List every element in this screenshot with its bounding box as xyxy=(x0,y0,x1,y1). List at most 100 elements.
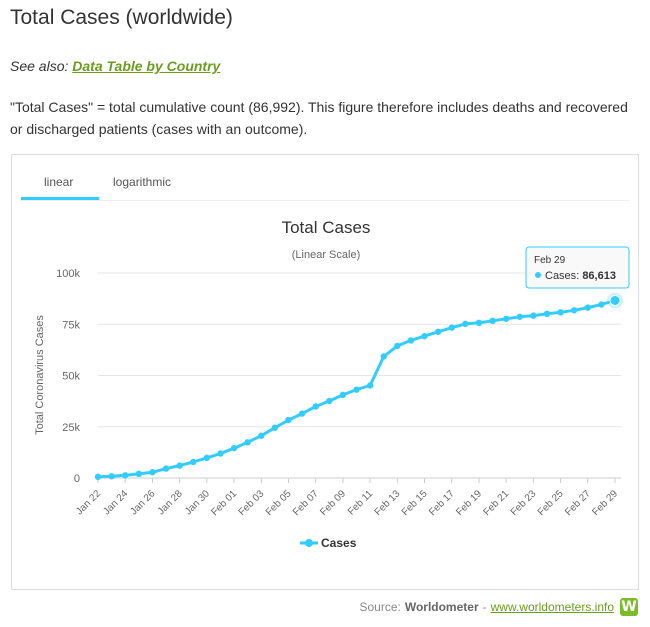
y-tick-label: 100k xyxy=(56,268,80,280)
x-tick-label: Feb 23 xyxy=(509,488,539,518)
data-point[interactable] xyxy=(162,465,170,472)
data-point[interactable] xyxy=(462,320,469,328)
active-tab-indicator xyxy=(21,197,99,200)
y-axis-label: Total Coronavirus Cases xyxy=(34,315,46,435)
legend[interactable]: Cases xyxy=(300,536,357,550)
data-point[interactable] xyxy=(312,403,319,410)
data-point[interactable] xyxy=(570,307,578,314)
source-credit: Source: Worldometer - www.worldometers.i… xyxy=(359,598,638,616)
data-point[interactable] xyxy=(298,410,306,417)
chart-title: Total Cases xyxy=(282,218,371,237)
x-tick-label: Jan 30 xyxy=(183,488,212,517)
tooltip-marker xyxy=(535,272,541,278)
y-tick-label: 75k xyxy=(62,319,80,331)
data-point[interactable] xyxy=(271,424,279,431)
x-tick-label: Jan 24 xyxy=(101,488,130,517)
x-tick-label: Jan 28 xyxy=(156,488,185,517)
chart-subtitle: (Linear Scale) xyxy=(292,249,360,261)
data-point[interactable] xyxy=(285,416,292,424)
data-point[interactable] xyxy=(543,310,551,318)
x-tick-label: Feb 13 xyxy=(373,488,403,518)
x-tick-label: Feb 19 xyxy=(454,488,484,518)
chart-container: linear logarithmic Total Cases (Linear S… xyxy=(11,154,639,590)
data-point[interactable] xyxy=(94,473,102,481)
data-point[interactable] xyxy=(353,386,360,393)
data-table-link[interactable]: Data Table by Country xyxy=(72,58,221,74)
description: "Total Cases" = total cumulative count (… xyxy=(10,99,628,137)
data-point[interactable] xyxy=(584,304,591,311)
chart-tabs: linear logarithmic xyxy=(20,155,630,201)
data-point[interactable] xyxy=(434,328,442,335)
x-tick-label: Feb 07 xyxy=(291,488,321,518)
data-point[interactable] xyxy=(489,317,496,325)
x-tick-label: Feb 25 xyxy=(536,488,566,518)
data-point[interactable] xyxy=(258,432,265,439)
x-tick-label: Jan 22 xyxy=(74,488,103,517)
source-separator: - xyxy=(482,600,487,614)
x-tick-label: Feb 29 xyxy=(590,488,620,518)
data-point[interactable] xyxy=(516,313,523,320)
y-tick-label: 25k xyxy=(62,422,80,434)
data-point[interactable] xyxy=(557,309,564,316)
tabs-divider xyxy=(20,200,630,201)
tooltip-box xyxy=(525,246,630,289)
x-tick-label: Jan 26 xyxy=(129,488,158,517)
tooltip-series-name: Cases xyxy=(545,270,577,282)
data-point[interactable] xyxy=(530,312,537,319)
x-tick-label: Feb 15 xyxy=(400,488,430,518)
data-point[interactable] xyxy=(122,472,129,479)
x-tick-label: Feb 11 xyxy=(346,488,376,518)
data-point[interactable] xyxy=(380,353,387,360)
data-point[interactable] xyxy=(394,342,401,350)
legend-swatch-marker xyxy=(305,539,313,547)
data-point[interactable] xyxy=(326,397,333,405)
worldometers-link[interactable]: www.worldometers.info xyxy=(490,600,614,614)
data-point[interactable] xyxy=(135,470,143,478)
data-point[interactable] xyxy=(609,294,621,306)
data-point[interactable] xyxy=(407,337,415,344)
source-name: Worldometer xyxy=(404,600,479,614)
tab-linear[interactable]: linear xyxy=(44,175,74,189)
x-tick-label: Feb 17 xyxy=(427,488,457,518)
grid-lines xyxy=(98,272,621,479)
data-point[interactable] xyxy=(448,324,455,331)
data-point[interactable] xyxy=(339,391,347,399)
x-tick-label: Feb 09 xyxy=(318,488,348,518)
data-point[interactable] xyxy=(149,469,156,476)
data-point[interactable] xyxy=(108,473,115,480)
y-tick-label: 0 xyxy=(74,473,80,485)
see-also-label: See also: xyxy=(10,58,69,74)
page-title: Total Cases (worldwide) xyxy=(10,6,233,29)
legend-label-cases: Cases xyxy=(321,536,357,550)
data-point[interactable] xyxy=(421,332,428,340)
x-tick-label: Feb 27 xyxy=(563,488,593,518)
cases-chart: Total Cases (Linear Scale) Total Coronav… xyxy=(34,218,630,550)
source-label: Source: xyxy=(359,600,401,614)
data-point[interactable] xyxy=(203,454,211,462)
data-point[interactable] xyxy=(176,462,183,469)
see-also: See also: Data Table by Country xyxy=(10,58,220,74)
data-point[interactable] xyxy=(217,450,224,457)
x-tick-label: Feb 01 xyxy=(209,488,239,518)
data-point[interactable] xyxy=(502,315,510,322)
data-point[interactable] xyxy=(244,439,251,446)
data-point[interactable] xyxy=(190,458,197,466)
y-tick-labels: 0 25k 50k 75k 100k xyxy=(56,268,80,485)
data-point[interactable] xyxy=(230,444,238,452)
y-tick-label: 50k xyxy=(62,371,80,383)
tooltip-colon: : xyxy=(576,270,582,282)
data-point[interactable] xyxy=(598,301,605,308)
data-point[interactable] xyxy=(366,382,374,389)
series-cases xyxy=(94,292,623,481)
x-tick-label: Feb 03 xyxy=(237,488,267,518)
x-tick-label: Feb 05 xyxy=(264,488,294,518)
x-tick-label: Feb 21 xyxy=(481,488,511,518)
worldometer-logo-icon[interactable]: W xyxy=(620,598,638,616)
data-point[interactable] xyxy=(475,319,483,327)
tab-logarithmic[interactable]: logarithmic xyxy=(113,175,172,189)
tooltip: Feb 29 Cases: 86,613 xyxy=(525,246,630,289)
tooltip-series-label: Cases: 86,613 xyxy=(545,270,616,282)
tooltip-value: 86,613 xyxy=(582,270,616,282)
tooltip-date: Feb 29 xyxy=(534,255,566,266)
